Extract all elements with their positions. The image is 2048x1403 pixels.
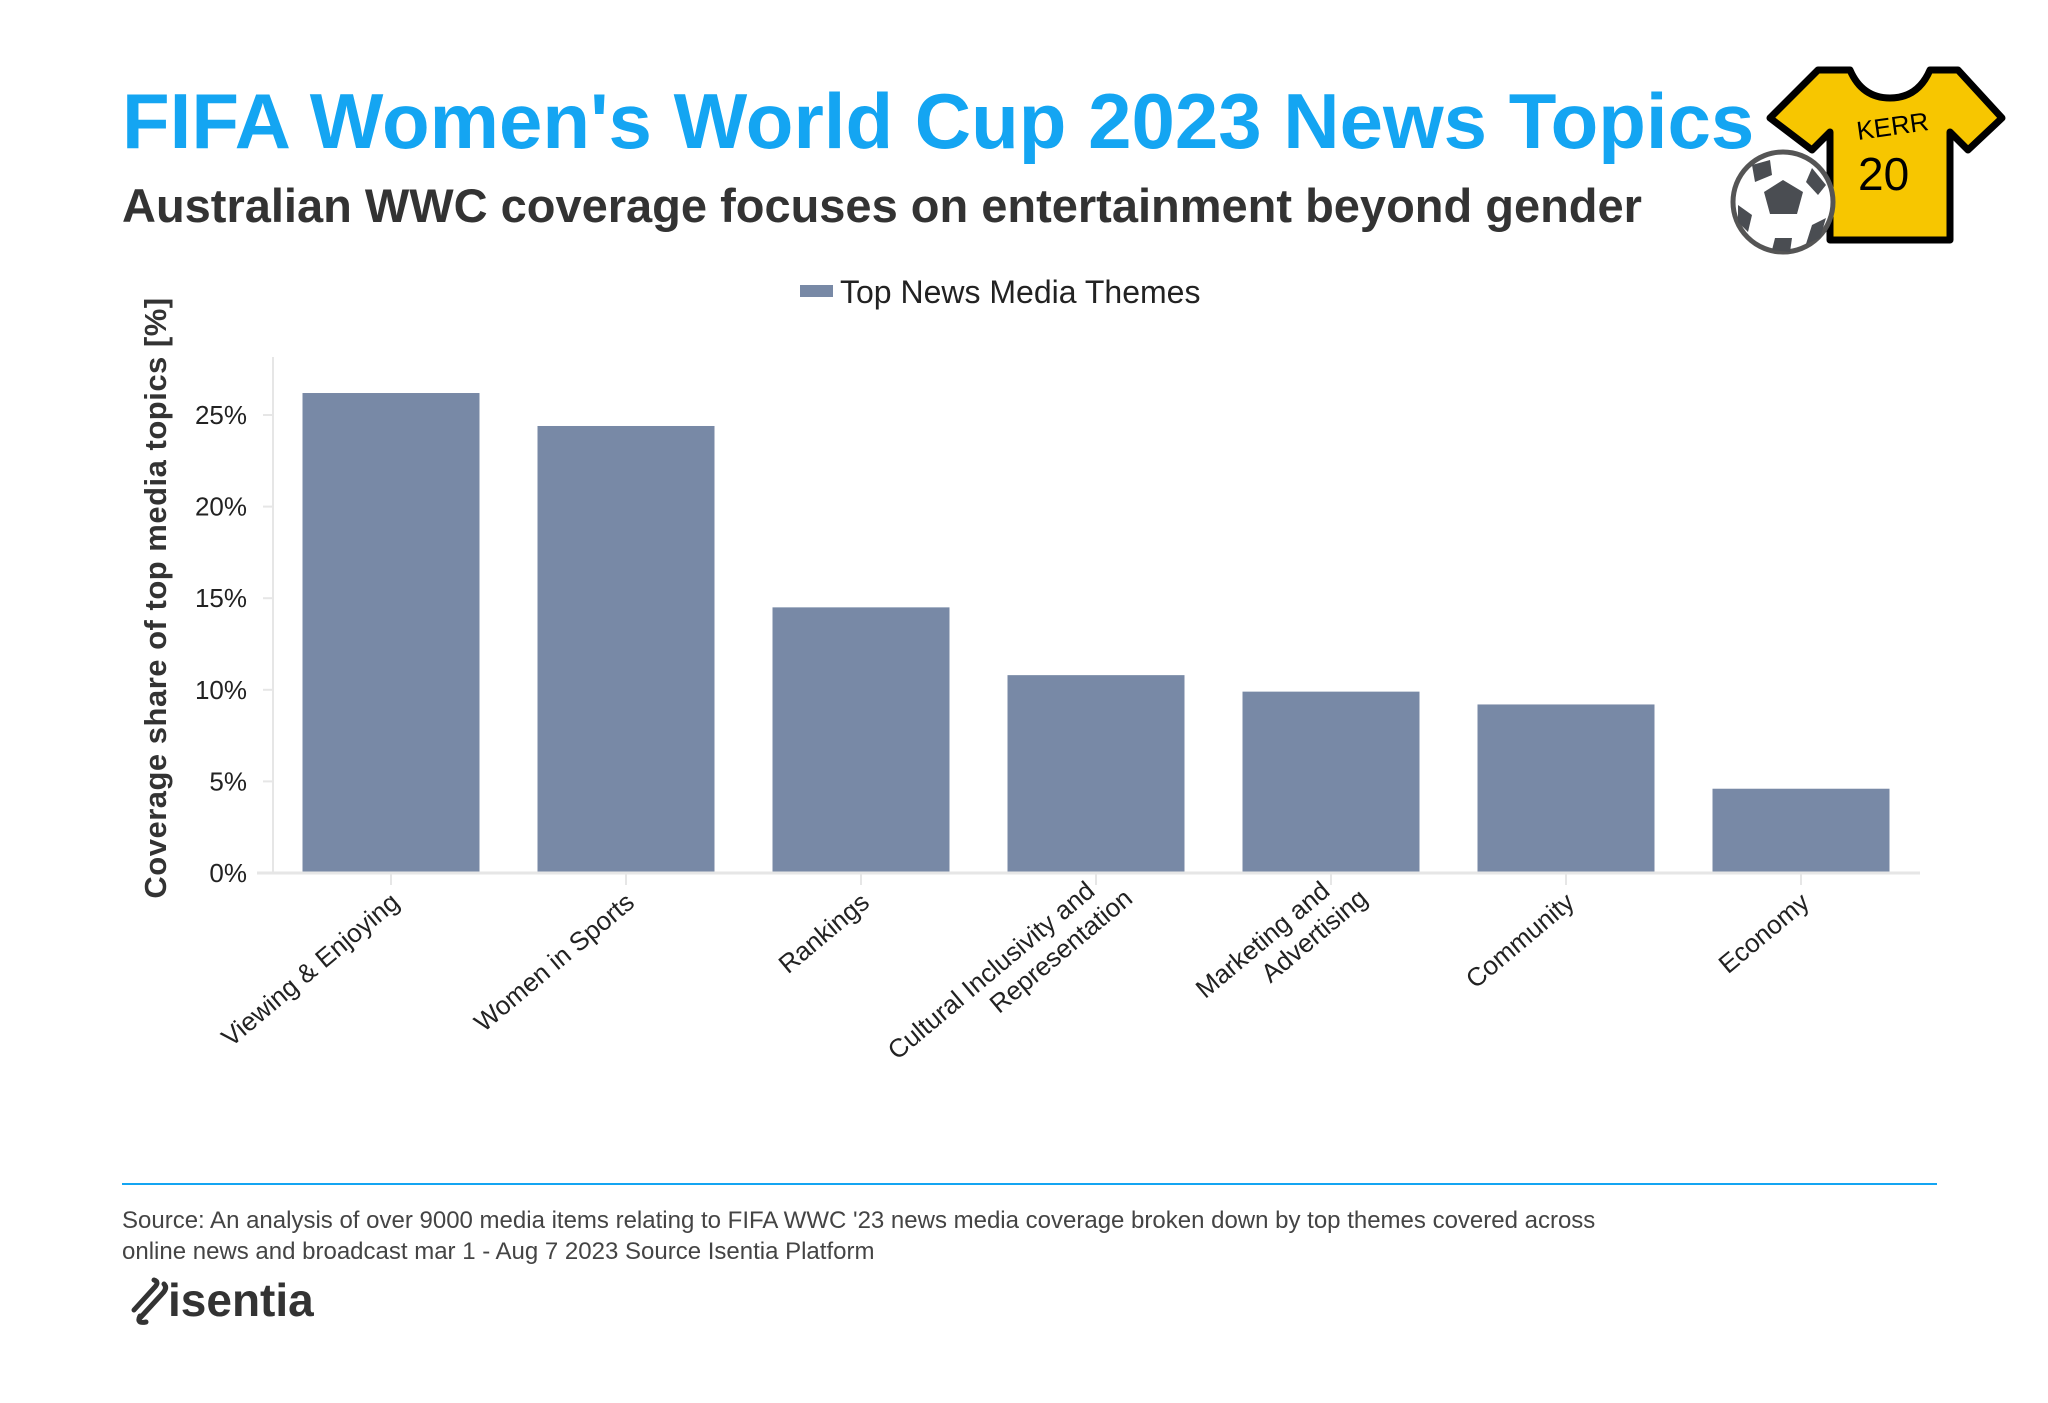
x-tick-label: Women in Sports xyxy=(468,887,640,1038)
x-tick-label: Marketing andAdvertising xyxy=(1190,860,1373,1027)
y-tick-label: 5% xyxy=(209,766,247,796)
y-tick-label: 25% xyxy=(195,400,247,430)
bar xyxy=(1712,788,1890,873)
x-tick-label-line: Rankings xyxy=(773,887,875,980)
source-line-2: online news and broadcast mar 1 - Aug 7 … xyxy=(122,1238,874,1265)
x-tick-label: Viewing & Enjoying xyxy=(215,887,404,1053)
y-axis-title: Coverage share of top media topics [%] xyxy=(138,297,173,898)
x-tick-label-line: Economy xyxy=(1713,887,1815,980)
jersey-number: 20 xyxy=(1858,148,1909,200)
y-ticks: 0% 5% 10% 15% 20% 25% xyxy=(195,400,273,888)
x-tick-label-line: Viewing & Enjoying xyxy=(215,887,404,1053)
source-line-1: Source: An analysis of over 9000 media i… xyxy=(122,1207,1595,1234)
soccer-ball-icon xyxy=(1730,149,1836,255)
x-tick-label-line: Cultural Inclusivity and xyxy=(882,875,1101,1065)
x-tick-label-line: Community xyxy=(1460,887,1580,994)
legend: Top News Media Themes xyxy=(800,274,1200,310)
bar xyxy=(1007,675,1185,873)
y-tick-label: 20% xyxy=(195,492,247,522)
x-tick-label: Cultural Inclusivity andRepresentation xyxy=(882,860,1138,1089)
y-tick-label: 10% xyxy=(195,675,247,705)
bar xyxy=(772,607,950,873)
legend-label: Top News Media Themes xyxy=(840,274,1200,310)
y-tick-label: 15% xyxy=(195,583,247,613)
logo-text: isentia xyxy=(168,1274,314,1326)
x-labels: Viewing & Enjoying Women in Sports Ranking… xyxy=(215,860,1815,1089)
jersey-icon: KERR 20 xyxy=(1766,66,2006,244)
x-tick-label: Economy xyxy=(1713,887,1815,980)
bar xyxy=(1477,704,1655,873)
chart-subtitle: Australian WWC coverage focuses on enter… xyxy=(122,179,1642,232)
isentia-logo: isentia xyxy=(131,1274,314,1326)
x-tick-label-line: Women in Sports xyxy=(468,887,640,1038)
bars xyxy=(302,393,1890,873)
bar xyxy=(537,425,715,873)
x-tick-label: Rankings xyxy=(773,887,875,980)
bar xyxy=(1242,691,1420,873)
y-tick-label: 0% xyxy=(209,858,247,888)
bar xyxy=(302,393,480,873)
legend-swatch xyxy=(800,285,833,297)
x-tick-label: Community xyxy=(1460,887,1580,994)
chart-title: FIFA Women's World Cup 2023 News Topics xyxy=(122,77,1754,165)
